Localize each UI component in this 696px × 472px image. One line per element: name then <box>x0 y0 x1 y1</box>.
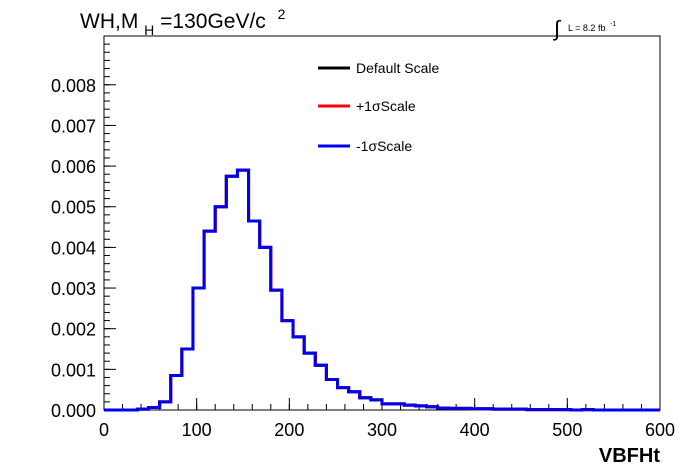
x-tick-label: 200 <box>274 420 304 440</box>
x-axis: 0 100 200 300 400 500 600 <box>99 398 675 440</box>
series-line-2 <box>104 168 660 412</box>
y-tick-label: 0.008 <box>51 76 96 96</box>
lumi-label: L = 8.2 fb -1 <box>568 21 616 33</box>
y-tick-label: 0.002 <box>51 320 96 340</box>
x-tick-label: 400 <box>460 420 490 440</box>
lumi-integral-symbol: ∫ <box>552 16 562 41</box>
legend: Default Scale +1σScale -1σScale <box>318 60 439 154</box>
y-tick-label: 0.007 <box>51 116 96 136</box>
y-tick-label: 0.004 <box>51 238 96 258</box>
y-tick-label: 0.006 <box>51 157 96 177</box>
title-rest: =130GeV/c <box>160 10 266 33</box>
lumi-superscript: -1 <box>610 21 616 28</box>
x-axis-label: VBFHt <box>599 445 660 467</box>
lumi-text: L = 8.2 fb <box>568 23 605 33</box>
legend-label-minus1sigma: -1σScale <box>356 138 412 154</box>
y-tick-label: 0.000 <box>51 401 96 421</box>
title-main: WH,M <box>80 10 138 33</box>
y-axis: 0.000 0.001 0.002 0.003 0.004 0.005 0.006 0.007… <box>51 35 116 421</box>
legend-label-default: Default Scale <box>356 60 439 76</box>
chart-title: WH,M H =130GeV/c 2 <box>80 6 286 40</box>
x-tick-label: 0 <box>99 420 109 440</box>
x-tick-label: 500 <box>552 420 582 440</box>
x-tick-label: 100 <box>182 420 212 440</box>
y-tick-label: 0.005 <box>51 198 96 218</box>
y-tick-label: 0.003 <box>51 279 96 299</box>
x-tick-label: 300 <box>367 420 397 440</box>
y-tick-label: 0.001 <box>51 360 96 380</box>
title-superscript: 2 <box>278 6 286 22</box>
series-layer <box>104 168 660 412</box>
title-subscript: H <box>144 22 154 38</box>
x-tick-label: 600 <box>645 420 675 440</box>
legend-label-plus1sigma: +1σScale <box>356 98 416 114</box>
